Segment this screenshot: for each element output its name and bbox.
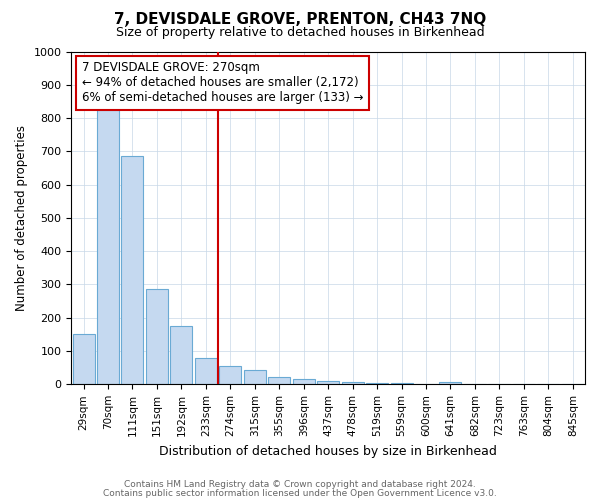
Y-axis label: Number of detached properties: Number of detached properties: [15, 125, 28, 311]
Bar: [219, 366, 241, 384]
Text: Size of property relative to detached houses in Birkenhead: Size of property relative to detached ho…: [116, 26, 484, 39]
Text: 7, DEVISDALE GROVE, PRENTON, CH43 7NQ: 7, DEVISDALE GROVE, PRENTON, CH43 7NQ: [114, 12, 486, 28]
Bar: [73, 334, 95, 384]
Bar: [170, 326, 193, 384]
Bar: [268, 377, 290, 384]
X-axis label: Distribution of detached houses by size in Birkenhead: Distribution of detached houses by size …: [159, 444, 497, 458]
Bar: [317, 381, 339, 384]
Bar: [195, 358, 217, 384]
Text: Contains HM Land Registry data © Crown copyright and database right 2024.: Contains HM Land Registry data © Crown c…: [124, 480, 476, 489]
Bar: [121, 156, 143, 384]
Bar: [97, 110, 119, 384]
Bar: [366, 382, 388, 384]
Bar: [244, 370, 266, 384]
Text: 7 DEVISDALE GROVE: 270sqm
← 94% of detached houses are smaller (2,172)
6% of sem: 7 DEVISDALE GROVE: 270sqm ← 94% of detac…: [82, 62, 363, 104]
Bar: [439, 382, 461, 384]
Text: Contains public sector information licensed under the Open Government Licence v3: Contains public sector information licen…: [103, 488, 497, 498]
Bar: [293, 380, 314, 384]
Bar: [146, 290, 168, 384]
Bar: [341, 382, 364, 384]
